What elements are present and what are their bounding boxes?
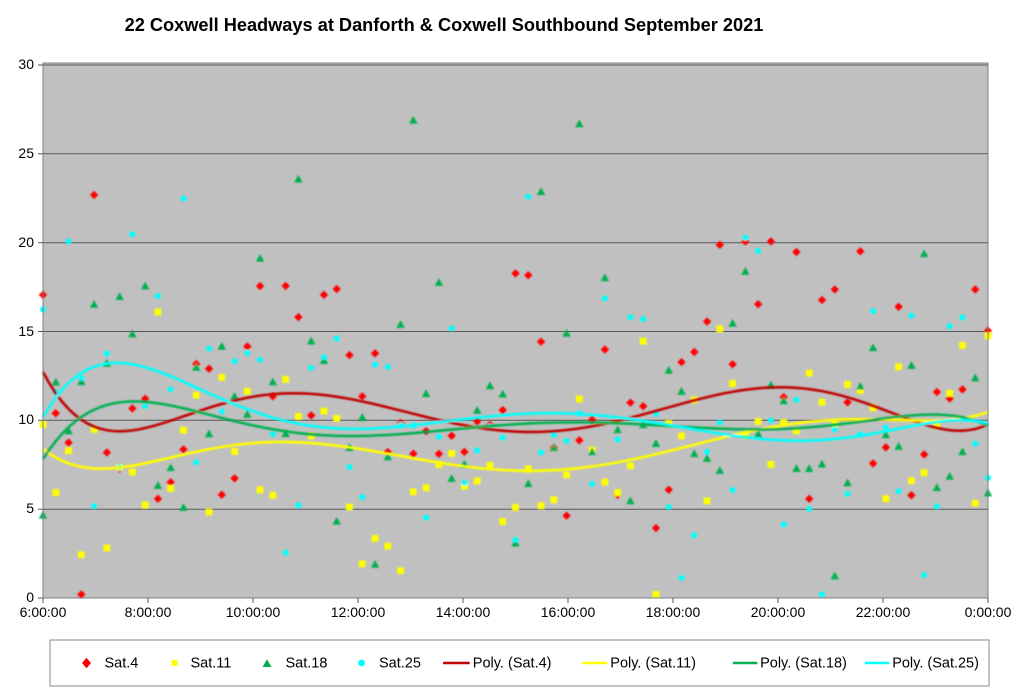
svg-text:20:00:00: 20:00:00	[751, 604, 806, 620]
svg-text:5: 5	[26, 500, 34, 516]
svg-text:25: 25	[18, 145, 34, 161]
svg-text:22:00:00: 22:00:00	[856, 604, 911, 620]
svg-text:Sat.11: Sat.11	[191, 656, 232, 672]
svg-text:10: 10	[18, 411, 34, 427]
svg-text:Sat.18: Sat.18	[286, 656, 328, 672]
svg-text:0:00:00: 0:00:00	[965, 604, 1012, 620]
svg-text:18:00:00: 18:00:00	[646, 604, 701, 620]
svg-text:Poly. (Sat.11): Poly. (Sat.11)	[610, 656, 696, 672]
svg-text:10:00:00: 10:00:00	[226, 604, 281, 620]
svg-text:Poly. (Sat.25): Poly. (Sat.25)	[892, 656, 979, 672]
svg-text:Poly. (Sat.18): Poly. (Sat.18)	[760, 656, 847, 672]
svg-text:30: 30	[18, 56, 34, 72]
svg-text:Sat.4: Sat.4	[105, 656, 139, 672]
svg-text:8:00:00: 8:00:00	[125, 604, 172, 620]
svg-text:Poly. (Sat.4): Poly. (Sat.4)	[473, 656, 552, 672]
svg-text:6:00:00: 6:00:00	[20, 604, 67, 620]
svg-text:Sat.25: Sat.25	[379, 656, 421, 672]
svg-text:0: 0	[26, 589, 34, 605]
svg-text:15: 15	[18, 323, 34, 339]
svg-text:20: 20	[18, 234, 34, 250]
svg-text:12:00:00: 12:00:00	[331, 604, 386, 620]
svg-text:14:00:00: 14:00:00	[436, 604, 491, 620]
svg-text:16:00:00: 16:00:00	[541, 604, 596, 620]
